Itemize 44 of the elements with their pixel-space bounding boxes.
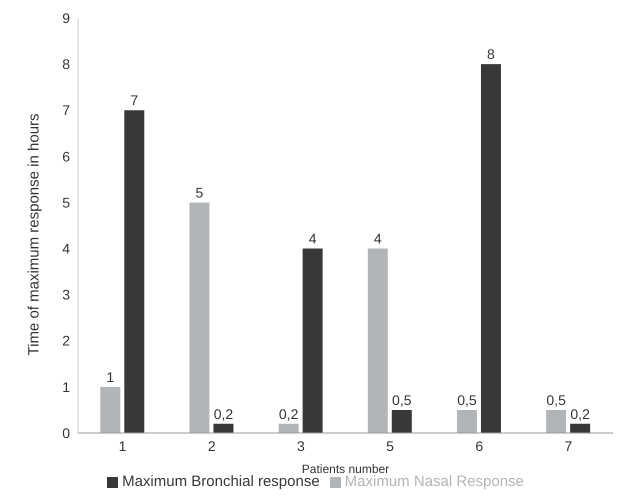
bar bbox=[480, 64, 501, 433]
y-tick-label: 5 bbox=[62, 194, 70, 210]
y-tick-label: 4 bbox=[62, 240, 70, 257]
data-label: 1 bbox=[106, 368, 114, 385]
y-axis-title: Time of maximum response in hours bbox=[25, 113, 42, 356]
bar bbox=[278, 424, 299, 433]
data-label: 4 bbox=[308, 230, 317, 247]
bar bbox=[456, 410, 477, 433]
y-tick-label: 9 bbox=[62, 10, 70, 26]
y-tick-label: 6 bbox=[62, 148, 70, 164]
bar bbox=[546, 410, 566, 433]
y-tick-label: 8 bbox=[62, 56, 70, 72]
y-tick-label: 2 bbox=[62, 332, 70, 349]
data-label: 4 bbox=[374, 230, 382, 247]
data-label: 0,5 bbox=[457, 392, 477, 408]
y-tick-label: 7 bbox=[62, 102, 70, 118]
bar bbox=[302, 248, 323, 433]
legend-label: Maximum Bronchial response bbox=[122, 473, 320, 490]
data-label: 7 bbox=[130, 92, 138, 108]
x-tick-label: 2 bbox=[208, 438, 216, 454]
bar bbox=[124, 110, 144, 433]
y-tick-label: 3 bbox=[62, 286, 70, 303]
data-label: 5 bbox=[196, 184, 204, 200]
x-tick-label: 3 bbox=[297, 438, 306, 454]
bar bbox=[189, 202, 210, 433]
bar bbox=[570, 424, 590, 433]
data-label: 0,2 bbox=[570, 406, 590, 422]
data-label: 0,5 bbox=[546, 392, 566, 408]
bar bbox=[392, 410, 412, 433]
data-label: 0,2 bbox=[214, 406, 234, 422]
x-tick-label: 6 bbox=[475, 438, 484, 454]
data-label: 0,5 bbox=[392, 392, 412, 408]
x-tick-label: 5 bbox=[386, 438, 394, 454]
x-axis-title: Patients number bbox=[302, 462, 390, 476]
y-tick-label: 0 bbox=[62, 424, 70, 441]
bar bbox=[100, 386, 120, 433]
bar bbox=[213, 424, 234, 433]
bar bbox=[368, 248, 388, 433]
data-label: 0,2 bbox=[278, 406, 299, 422]
x-tick-label: 1 bbox=[118, 438, 127, 454]
y-tick-label: 1 bbox=[62, 378, 70, 395]
legend-label: Maximum Nasal Response bbox=[344, 473, 524, 490]
data-label: 8 bbox=[487, 46, 496, 62]
x-tick-label: 7 bbox=[564, 438, 573, 454]
